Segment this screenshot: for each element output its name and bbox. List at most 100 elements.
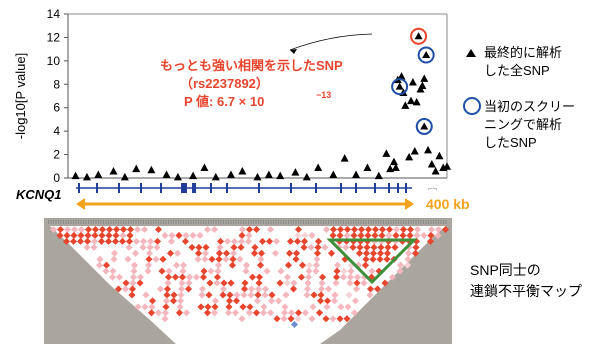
snp-point	[401, 101, 410, 109]
ld-cell	[323, 297, 332, 305]
ld-cell	[255, 279, 263, 287]
ld-cell	[211, 297, 220, 305]
ld-cell	[198, 285, 207, 293]
ld-cell	[199, 273, 208, 281]
ld-cell	[257, 255, 265, 263]
ld-cell	[125, 243, 133, 251]
y-tick-label: 0	[53, 171, 60, 185]
ld-cell	[294, 225, 303, 234]
snp-point	[391, 163, 400, 171]
ld-cell	[343, 225, 352, 234]
snp-point	[173, 172, 182, 181]
gene-exon	[183, 183, 185, 193]
ld-cell	[285, 249, 294, 257]
ld-cell	[364, 225, 373, 234]
ld-cell	[314, 237, 323, 245]
ld-cell	[413, 225, 422, 234]
ld-cell	[232, 297, 241, 305]
screening-snp-point	[422, 51, 431, 58]
ld-cell	[122, 279, 130, 287]
ld-cell	[146, 243, 154, 251]
snp-point	[427, 159, 436, 168]
ld-cell	[258, 237, 267, 245]
ld-cell	[308, 315, 316, 323]
ld-cell	[250, 249, 259, 257]
ld-cell	[248, 273, 257, 281]
ld-cell	[145, 249, 154, 257]
screening-snp-circle	[410, 27, 428, 45]
ld-label-line2: 連鎖不平衡マップ	[470, 283, 582, 299]
ld-cell	[376, 249, 385, 257]
gene-exon	[397, 183, 399, 193]
ld-cell	[226, 291, 234, 299]
annotation-exponent: −13	[316, 90, 331, 100]
ld-cell	[286, 237, 295, 245]
ld-cell	[97, 237, 106, 245]
ld-cell	[63, 231, 71, 239]
ld-cell	[310, 291, 318, 299]
ld-cell	[230, 243, 238, 251]
ld-cell	[263, 267, 271, 275]
ld-cell	[280, 309, 289, 317]
screening-snp-circle	[415, 117, 433, 135]
y-axis-label: -log10[P value]	[13, 53, 28, 140]
ld-cell	[240, 291, 248, 299]
ld-cell	[350, 225, 359, 234]
ld-cell	[353, 273, 362, 281]
ld-cell	[336, 231, 344, 239]
ld-cell	[363, 243, 371, 251]
ld-cell	[240, 285, 249, 293]
ld-cell	[196, 231, 204, 239]
gene-end-marker: ⌐¬	[428, 184, 438, 193]
ld-label-line1: SNP同士の	[470, 262, 541, 278]
ld-cell	[391, 243, 399, 251]
gene-exon	[315, 183, 317, 193]
ld-cell	[273, 315, 281, 323]
ld-cell	[98, 231, 106, 239]
ld-cell	[119, 231, 127, 239]
ld-cell	[152, 255, 160, 263]
ld-cell	[125, 237, 134, 245]
ld-cell	[242, 267, 250, 275]
ld-cell	[144, 267, 152, 275]
ld-cell	[280, 315, 288, 323]
snp-point	[162, 170, 171, 178]
ld-cell	[441, 225, 450, 234]
ld-cell	[177, 285, 186, 293]
ld-cell	[126, 225, 135, 234]
ld-cell	[362, 255, 370, 263]
ld-cell	[95, 261, 104, 269]
ld-cell	[290, 320, 299, 329]
ld-cell	[177, 291, 185, 299]
ld-cell	[351, 297, 360, 305]
ld-cell	[385, 231, 393, 239]
ld-cell	[333, 267, 341, 275]
ld-cell	[225, 303, 233, 311]
snp-point	[443, 162, 451, 170]
y-tick-label: 12	[47, 30, 61, 44]
ld-cell	[268, 291, 276, 299]
ld-cell	[161, 231, 169, 239]
legend-circle-icon	[463, 97, 481, 115]
ld-cell	[178, 279, 186, 287]
ld-cell	[378, 225, 387, 234]
ld-cell	[208, 255, 216, 263]
annotation-line-1: もっとも強い相関を示したSNP	[160, 58, 343, 73]
ld-cell	[252, 225, 261, 234]
ld-cell	[396, 261, 405, 269]
ld-cell	[91, 231, 99, 239]
ld-cell	[371, 225, 380, 234]
ld-cell	[142, 291, 150, 299]
ld-cell	[159, 255, 167, 263]
snp-point	[382, 149, 391, 157]
ld-cell	[84, 231, 92, 239]
ld-cell	[369, 249, 378, 257]
ld-cell	[215, 249, 224, 257]
ld-cell	[245, 309, 254, 317]
ld-cell	[210, 225, 219, 234]
gene-label: KCNQ1	[16, 187, 62, 202]
y-tick-label: 2	[53, 148, 60, 162]
ld-cell	[70, 225, 79, 234]
snp-point	[264, 170, 273, 178]
ld-cell	[242, 261, 251, 269]
